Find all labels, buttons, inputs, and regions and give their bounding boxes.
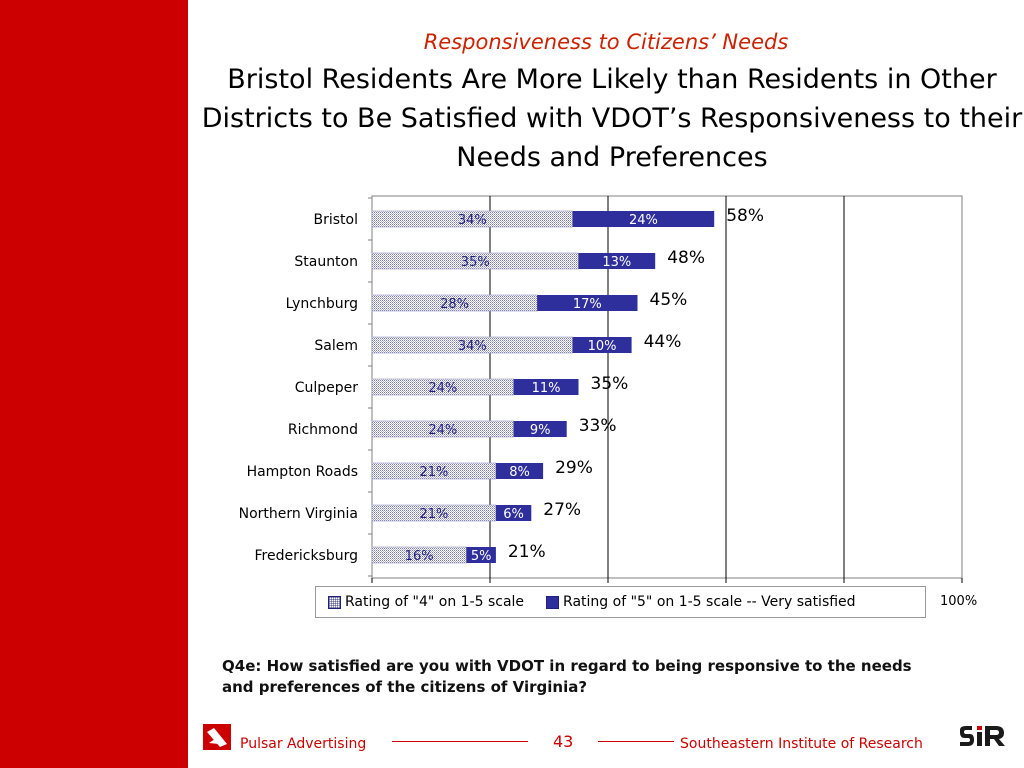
- total-label: 27%: [543, 500, 581, 520]
- survey-question: Q4e: How satisfied are you with VDOT in …: [222, 657, 912, 696]
- data-label-rating-4: 24%: [428, 381, 457, 396]
- footer-divider-right: [598, 741, 674, 742]
- total-label: 44%: [644, 332, 682, 352]
- category-label: Culpeper: [295, 380, 359, 396]
- bar-rating-5: [537, 295, 638, 311]
- data-label-rating-5: 10%: [588, 339, 617, 354]
- bar-rating-5: [513, 421, 567, 437]
- bar-rating-5: [572, 337, 632, 353]
- slide-subtitle: Responsiveness to Citizens’ Needs: [423, 30, 789, 54]
- sir-logo-icon: [960, 726, 1005, 746]
- data-label-rating-4: 24%: [428, 423, 457, 438]
- chart-legend: Rating of "4" on 1-5 scale Rating of "5"…: [315, 586, 926, 618]
- category-label: Salem: [314, 338, 358, 354]
- red-side-strip: [0, 0, 188, 768]
- bar-rating-5: [495, 463, 544, 479]
- bar-rating-5: [572, 211, 715, 227]
- legend-label-rating-4: Rating of "4" on 1-5 scale: [345, 594, 525, 610]
- legend-swatch-rating-4: [328, 595, 341, 609]
- total-label: 58%: [726, 206, 764, 226]
- data-label-rating-5: 24%: [629, 213, 658, 228]
- x-axis-max-label: 100%: [940, 594, 978, 609]
- category-label: Lynchburg: [286, 296, 358, 312]
- footer-southeastern-institute: Southeastern Institute of Research: [680, 736, 923, 752]
- category-label: Fredericksburg: [255, 548, 359, 564]
- data-label-rating-5: 8%: [509, 465, 530, 480]
- page-number: 43: [553, 732, 574, 751]
- pulsar-logo-icon: [203, 724, 231, 750]
- data-label-rating-5: 5%: [471, 549, 492, 564]
- data-label-rating-5: 6%: [503, 507, 524, 522]
- bar-rating-5: [578, 253, 656, 269]
- legend-item-rating-4: Rating of "4" on 1-5 scale: [328, 594, 524, 610]
- data-label-rating-5: 9%: [530, 423, 551, 438]
- data-label-rating-4: 28%: [440, 297, 469, 312]
- legend-label-rating-5: Rating of "5" on 1-5 scale -- Very satis…: [563, 594, 856, 610]
- footer-pulsar-advertising: Pulsar Advertising: [240, 736, 367, 752]
- legend-item-rating-5: Rating of "5" on 1-5 scale -- Very satis…: [546, 594, 856, 610]
- data-label-rating-4: 34%: [458, 213, 487, 228]
- total-label: 48%: [667, 248, 705, 268]
- total-label: 33%: [579, 416, 617, 436]
- data-label-rating-4: 21%: [419, 507, 448, 522]
- data-label-rating-5: 17%: [573, 297, 602, 312]
- bar-rating-5: [513, 379, 579, 395]
- data-label-rating-4: 21%: [419, 465, 448, 480]
- category-label: Staunton: [294, 254, 358, 270]
- data-label-rating-4: 35%: [461, 255, 490, 270]
- total-label: 45%: [650, 290, 688, 310]
- total-label: 21%: [508, 542, 546, 562]
- category-label: Hampton Roads: [247, 464, 358, 480]
- category-label: Northern Virginia: [239, 506, 358, 522]
- slide-title: Bristol Residents Are More Likely than R…: [201, 64, 1023, 173]
- bar-rating-5: [495, 505, 532, 521]
- total-label: 29%: [555, 458, 593, 478]
- data-label-rating-5: 11%: [532, 381, 561, 396]
- bar-rating-5: [466, 547, 496, 563]
- legend-swatch-rating-5: [546, 595, 560, 609]
- data-label-rating-5: 13%: [602, 255, 631, 270]
- category-label: Richmond: [288, 422, 358, 438]
- data-label-rating-4: 34%: [458, 339, 487, 354]
- data-label-rating-4: 16%: [405, 549, 434, 564]
- category-label: Bristol: [314, 212, 359, 228]
- footer-divider-left: [392, 741, 528, 742]
- total-label: 35%: [591, 374, 629, 394]
